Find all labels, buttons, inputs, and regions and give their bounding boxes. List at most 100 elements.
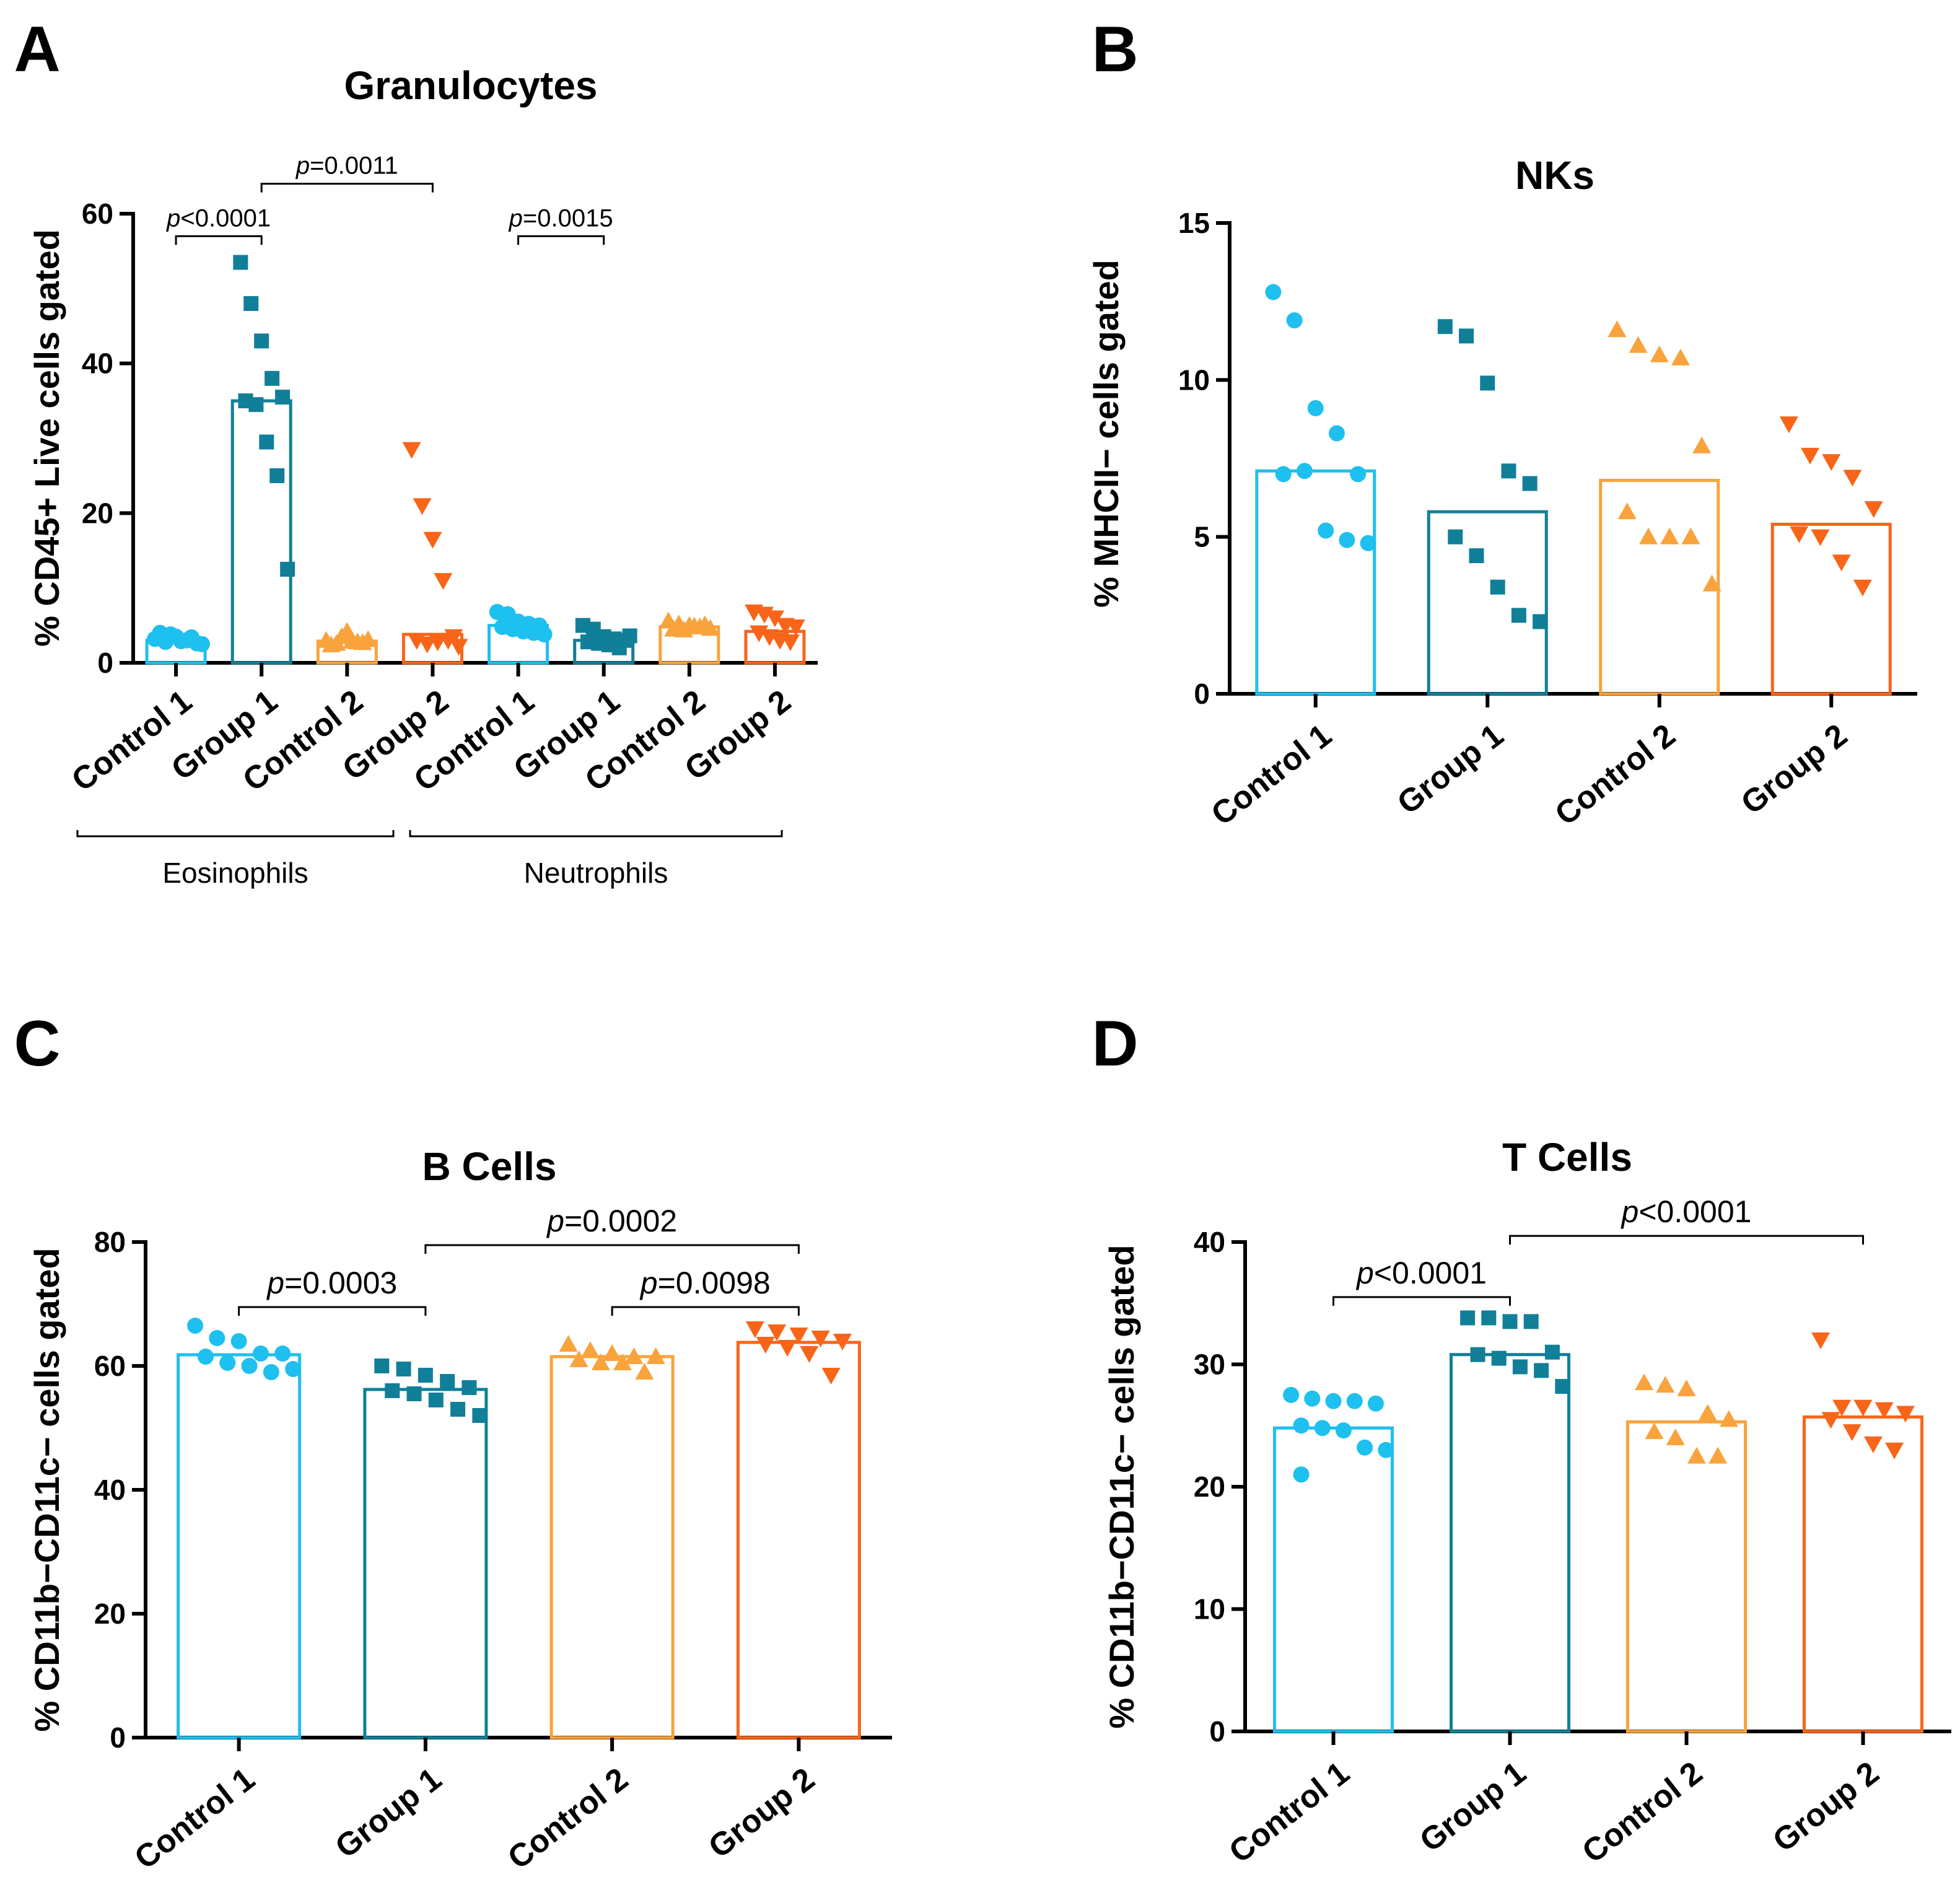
p-value: <0.0001 bbox=[1374, 1256, 1487, 1290]
data-point bbox=[1448, 529, 1463, 545]
data-point bbox=[1811, 529, 1830, 546]
data-point bbox=[374, 1358, 390, 1373]
p-value-label: p<0.0001 bbox=[166, 204, 271, 232]
data-point bbox=[745, 1321, 764, 1338]
data-point bbox=[1533, 614, 1548, 629]
data-point bbox=[1286, 312, 1303, 329]
data-point bbox=[1304, 1390, 1321, 1407]
bar bbox=[363, 1388, 488, 1739]
y-tick-label: 80 bbox=[94, 1226, 126, 1258]
data-point bbox=[1283, 1386, 1300, 1403]
data-point bbox=[624, 1347, 644, 1364]
data-point bbox=[756, 1337, 775, 1354]
data-point bbox=[1698, 1404, 1717, 1421]
y-tick-label: 40 bbox=[1194, 1226, 1225, 1258]
data-point bbox=[786, 619, 805, 636]
data-point bbox=[603, 1344, 622, 1361]
x-tick-label: Control 2 bbox=[1576, 1755, 1710, 1870]
data-point bbox=[1522, 476, 1538, 491]
x-tick-label: Group 2 bbox=[702, 1761, 821, 1865]
data-point bbox=[1832, 554, 1851, 572]
data-point bbox=[1502, 1314, 1518, 1329]
bar-group: Control 1 bbox=[128, 1318, 302, 1876]
data-point bbox=[1437, 319, 1453, 335]
bar-group: Group 1 bbox=[1391, 319, 1548, 821]
data-point bbox=[821, 1368, 841, 1385]
data-point bbox=[434, 573, 453, 590]
data-point bbox=[269, 468, 285, 483]
data-point bbox=[781, 634, 800, 652]
data-point bbox=[440, 1374, 455, 1389]
data-point bbox=[1608, 320, 1627, 338]
data-point bbox=[1491, 1350, 1507, 1366]
data-point bbox=[1293, 1466, 1310, 1483]
data-point bbox=[1501, 463, 1516, 479]
x-tick-label: Group 2 bbox=[1766, 1755, 1886, 1859]
data-point bbox=[1875, 1402, 1894, 1419]
y-tick-label: 40 bbox=[82, 348, 113, 380]
data-point bbox=[1360, 535, 1376, 551]
data-point bbox=[1325, 1393, 1342, 1409]
panel-letter: A bbox=[14, 14, 60, 85]
data-point bbox=[187, 1318, 204, 1334]
data-point bbox=[418, 636, 437, 654]
x-tick-label: Group 1 bbox=[1391, 717, 1510, 821]
data-point bbox=[1843, 470, 1862, 487]
panel-letter: C bbox=[14, 1008, 60, 1080]
data-point bbox=[241, 1358, 258, 1374]
data-point bbox=[833, 1334, 852, 1350]
data-point bbox=[263, 1364, 279, 1380]
x-tick-label: Control 1 bbox=[128, 1761, 262, 1876]
bar bbox=[1427, 510, 1548, 696]
panel-a: A Granulocytes % CD45+ Live cells gated 0 20… bbox=[14, 14, 818, 889]
data-point bbox=[1896, 1406, 1915, 1423]
bar-group: Group 2 bbox=[1766, 1332, 1923, 1859]
bar-group: Group 1 bbox=[329, 1358, 488, 1865]
p-value-label: p<0.0001 bbox=[1621, 1194, 1752, 1229]
bar bbox=[1599, 478, 1720, 696]
y-tick-label: 40 bbox=[94, 1474, 126, 1506]
data-point bbox=[1853, 1399, 1873, 1417]
p-value-label: p<0.0001 bbox=[1355, 1256, 1487, 1290]
p-symbol: p bbox=[166, 204, 180, 232]
data-point bbox=[209, 1330, 225, 1346]
data-point bbox=[254, 333, 269, 349]
significance-bracket bbox=[175, 235, 263, 245]
data-point bbox=[768, 1324, 787, 1341]
data-point bbox=[580, 1341, 600, 1358]
bar-group: Control 2 bbox=[1549, 320, 1722, 833]
y-tick-label: 10 bbox=[1178, 364, 1210, 396]
p-value-label: p=0.0015 bbox=[509, 204, 613, 232]
data-point bbox=[332, 627, 351, 644]
data-point bbox=[449, 639, 468, 656]
y-axis-label: % CD11b−CD11c− cells gated bbox=[27, 1248, 66, 1731]
data-point bbox=[472, 1408, 488, 1423]
data-point bbox=[613, 1354, 632, 1370]
data-point bbox=[1490, 579, 1505, 595]
data-point bbox=[194, 636, 211, 652]
data-point bbox=[1480, 375, 1495, 391]
data-point bbox=[219, 1355, 236, 1371]
y-tick-label: 60 bbox=[94, 1350, 126, 1382]
y-tick-label: 10 bbox=[1194, 1593, 1225, 1625]
data-point bbox=[1339, 532, 1355, 548]
bar bbox=[1770, 522, 1892, 696]
data-point bbox=[1512, 1359, 1528, 1375]
p-symbol: p bbox=[1355, 1256, 1374, 1290]
data-point bbox=[1681, 527, 1700, 545]
significance-annotation: p=0.0002 bbox=[424, 1204, 800, 1254]
data-point bbox=[402, 442, 421, 459]
data-point bbox=[1885, 1442, 1904, 1459]
data-point bbox=[396, 1362, 411, 1376]
data-point bbox=[353, 633, 372, 650]
p-value-label: p=0.0003 bbox=[266, 1266, 397, 1300]
panel-c: C B Cells % CD11b−CD11c− cells gated 0 20 40 6… bbox=[14, 1008, 892, 1876]
data-point bbox=[252, 1345, 269, 1362]
p-symbol: p bbox=[295, 152, 310, 180]
group-bracket bbox=[76, 830, 395, 838]
y-axis-label: % CD11b−CD11c− cells gated bbox=[1102, 1245, 1141, 1728]
x-tick-label: Control 2 bbox=[1549, 717, 1682, 833]
data-point bbox=[1687, 1446, 1706, 1464]
y-tick-label: 60 bbox=[82, 198, 113, 230]
